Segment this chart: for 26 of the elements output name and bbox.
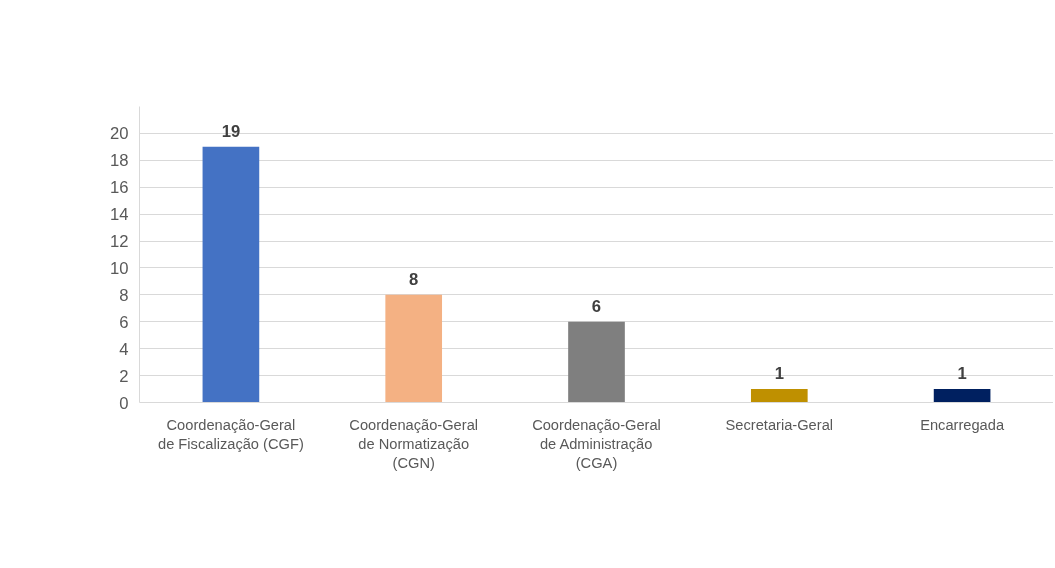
data-label: 1 (774, 364, 784, 384)
y-tick-label: 14 (109, 205, 129, 225)
bar (568, 321, 625, 403)
x-tick-label: Coordenação-Geral de Normatização (CGN) (349, 416, 479, 471)
bar (750, 389, 808, 403)
y-tick-label: 8 (119, 285, 129, 305)
y-tick-label: 20 (109, 124, 129, 144)
data-label: 8 (409, 269, 419, 289)
y-tick-label: 16 (109, 178, 129, 198)
y-tick-label: 10 (109, 258, 129, 278)
x-tick-label: Encarregada (920, 416, 1005, 433)
y-tick-label: 6 (119, 312, 129, 332)
data-label: 19 (221, 121, 241, 141)
y-tick-label: 18 (109, 151, 129, 171)
y-tick-label: 0 (119, 393, 129, 413)
x-tick-label: Coordenação-Geral de Fiscalização (CGF) (158, 416, 304, 452)
bar (933, 389, 991, 403)
bar (385, 294, 443, 403)
x-tick-label: Coordenação-Geral de Administração (CGA) (532, 416, 661, 471)
y-tick-label: 4 (119, 339, 129, 359)
data-label: 1 (957, 364, 967, 384)
x-tick-label: Secretaria-Geral (725, 416, 834, 433)
y-tick-label: 2 (119, 366, 129, 386)
data-label: 6 (591, 296, 602, 316)
bar (202, 146, 260, 403)
y-tick-label: 12 (109, 232, 129, 252)
